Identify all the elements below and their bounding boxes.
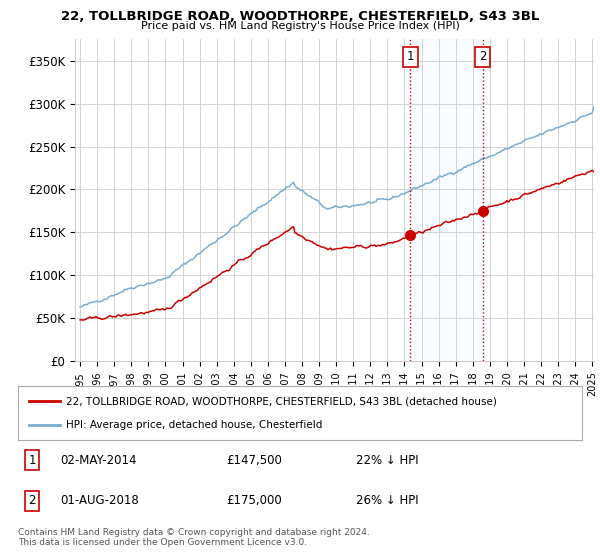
Text: 01-AUG-2018: 01-AUG-2018: [60, 494, 139, 507]
Text: Price paid vs. HM Land Registry's House Price Index (HPI): Price paid vs. HM Land Registry's House …: [140, 21, 460, 31]
Text: 02-MAY-2014: 02-MAY-2014: [60, 454, 137, 467]
Text: 2: 2: [479, 50, 487, 63]
Bar: [410, 39, 482, 361]
Text: 2: 2: [28, 494, 36, 507]
Text: 1: 1: [406, 50, 414, 63]
Text: 26% ↓ HPI: 26% ↓ HPI: [356, 494, 419, 507]
Text: 22% ↓ HPI: 22% ↓ HPI: [356, 454, 419, 467]
Text: 22, TOLLBRIDGE ROAD, WOODTHORPE, CHESTERFIELD, S43 3BL: 22, TOLLBRIDGE ROAD, WOODTHORPE, CHESTER…: [61, 10, 539, 23]
Text: 1: 1: [28, 454, 36, 467]
Text: £147,500: £147,500: [227, 454, 283, 467]
Text: £175,000: £175,000: [227, 494, 283, 507]
Text: 22, TOLLBRIDGE ROAD, WOODTHORPE, CHESTERFIELD, S43 3BL (detached house): 22, TOLLBRIDGE ROAD, WOODTHORPE, CHESTER…: [66, 396, 497, 407]
Text: HPI: Average price, detached house, Chesterfield: HPI: Average price, detached house, Ches…: [66, 420, 322, 430]
Text: Contains HM Land Registry data © Crown copyright and database right 2024.
This d: Contains HM Land Registry data © Crown c…: [18, 528, 370, 547]
